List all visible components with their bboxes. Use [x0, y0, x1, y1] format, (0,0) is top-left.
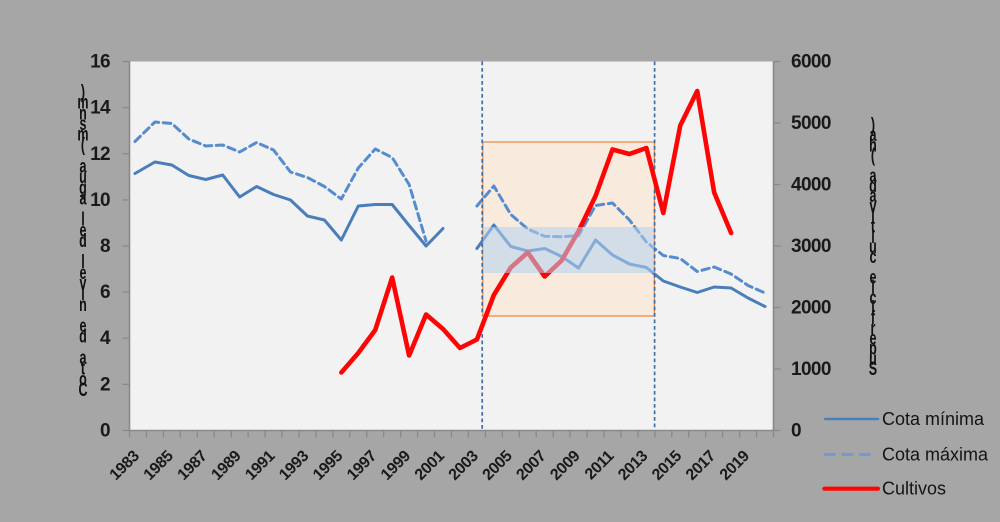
svg-text:h: h	[869, 135, 877, 156]
svg-text:a: a	[870, 165, 878, 186]
svg-text:e: e	[870, 267, 877, 288]
svg-text:p: p	[869, 338, 877, 359]
svg-text:4: 4	[100, 328, 111, 349]
svg-text:d: d	[79, 230, 87, 251]
svg-text:6000: 6000	[791, 52, 831, 73]
svg-text:): )	[871, 114, 875, 135]
svg-text:8: 8	[100, 236, 110, 257]
svg-text:l: l	[81, 252, 84, 273]
svg-text:n: n	[79, 294, 87, 315]
svg-text:s: s	[80, 113, 87, 134]
svg-text:e: e	[80, 220, 87, 241]
svg-text:a: a	[870, 186, 878, 207]
svg-text:2000: 2000	[791, 298, 831, 319]
svg-text:g: g	[79, 177, 87, 198]
svg-text:d: d	[79, 326, 87, 347]
svg-text:12: 12	[90, 144, 110, 165]
svg-text:1000: 1000	[791, 359, 831, 380]
svg-text:e: e	[870, 328, 877, 349]
svg-text:a: a	[80, 156, 88, 177]
svg-text:(: (	[81, 135, 86, 156]
svg-text:l: l	[81, 209, 84, 230]
svg-text:i: i	[81, 284, 84, 305]
svg-text:5000: 5000	[791, 113, 831, 134]
svg-text:t: t	[871, 216, 876, 237]
svg-text:0: 0	[791, 421, 801, 442]
svg-text:a: a	[870, 125, 878, 146]
svg-text:e: e	[80, 262, 87, 283]
svg-text:c: c	[870, 287, 877, 308]
svg-text:i: i	[871, 206, 874, 227]
svg-text:u: u	[79, 167, 87, 188]
svg-text:4000: 4000	[791, 175, 831, 196]
svg-text:0: 0	[100, 421, 110, 442]
svg-text:16: 16	[90, 52, 110, 73]
svg-text:t: t	[81, 358, 86, 379]
svg-text:14: 14	[90, 98, 111, 119]
svg-text:a: a	[80, 347, 88, 368]
svg-text:(: (	[871, 145, 876, 166]
svg-text:6: 6	[100, 282, 110, 303]
svg-text:f: f	[871, 308, 876, 329]
svg-text:i: i	[871, 277, 874, 298]
svg-text:r: r	[871, 318, 876, 339]
svg-text:10: 10	[90, 190, 110, 211]
svg-text:): )	[81, 81, 85, 102]
svg-text:S: S	[869, 359, 878, 380]
svg-text:c: c	[870, 247, 877, 268]
svg-text:v: v	[80, 273, 87, 294]
svg-text:m: m	[77, 92, 88, 113]
svg-text:C: C	[78, 379, 87, 400]
svg-text:Cota mínima: Cota mínima	[882, 409, 985, 429]
svg-text:a: a	[80, 188, 88, 209]
svg-text:u: u	[869, 348, 877, 369]
svg-text:Cultivos: Cultivos	[882, 479, 946, 499]
svg-text:v: v	[870, 196, 877, 217]
svg-text:u: u	[869, 236, 877, 257]
svg-text:n: n	[79, 103, 87, 124]
svg-text:Cota máxima: Cota máxima	[882, 445, 989, 465]
svg-text:l: l	[871, 226, 874, 247]
svg-text:o: o	[79, 369, 87, 390]
svg-text:2: 2	[100, 374, 110, 395]
svg-text:i: i	[871, 298, 874, 319]
svg-text:e: e	[80, 316, 87, 337]
svg-text:d: d	[869, 175, 877, 196]
svg-text:m: m	[77, 124, 88, 145]
svg-text:3000: 3000	[791, 236, 831, 257]
